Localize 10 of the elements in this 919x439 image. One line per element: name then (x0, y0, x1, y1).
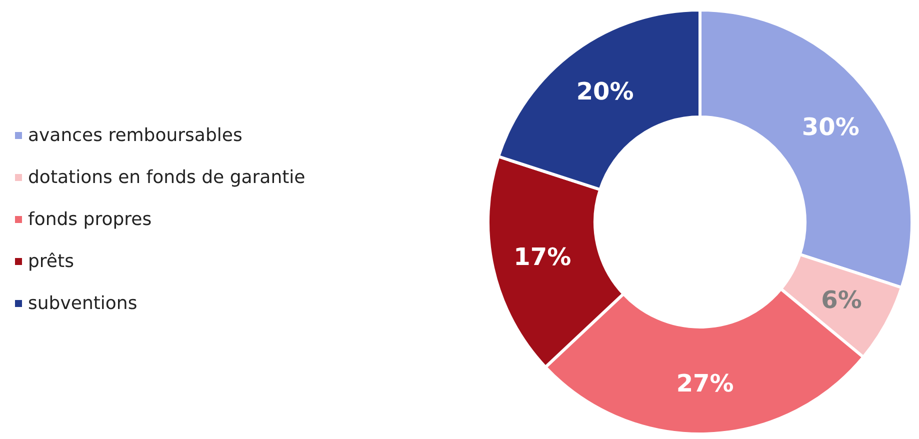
data-label: 27% (676, 369, 734, 398)
legend-label: prêts (28, 251, 74, 272)
legend-label: avances remboursables (28, 125, 242, 146)
legend-label: fonds propres (28, 209, 152, 230)
data-label: 20% (576, 77, 634, 106)
legend-label: subventions (28, 293, 138, 314)
data-label: 17% (514, 243, 572, 272)
data-label: 6% (821, 286, 862, 314)
data-label: 30% (802, 113, 860, 142)
legend-label: dotations en fonds de garantie (28, 167, 306, 188)
